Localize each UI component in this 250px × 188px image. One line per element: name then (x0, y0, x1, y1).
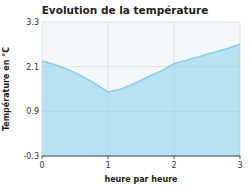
y-tick-label: -0.3 (23, 152, 39, 161)
y-axis: -0.3 0.9 2.1 3.3 (23, 18, 39, 161)
grid-line-y (42, 156, 240, 157)
y-tick-label: 3.3 (26, 18, 39, 27)
y-tick-label: 0.9 (26, 107, 39, 116)
x-axis: 0 1 2 3 (39, 156, 242, 170)
x-tick-label: 2 (171, 161, 176, 170)
y-tick-label: 2.1 (26, 63, 39, 72)
grid-line-y (42, 22, 240, 23)
x-axis-label: heure par heure (104, 175, 178, 184)
area (42, 44, 240, 156)
x-tick-label: 3 (237, 161, 242, 170)
x-tick-label: 0 (39, 161, 44, 170)
x-tick (42, 156, 43, 159)
x-tick (108, 156, 109, 159)
chart: 0 1 2 3 -0.3 0.9 2.1 3.3 heure par heure Températ… (0, 0, 250, 188)
x-tick (240, 156, 241, 159)
x-tick-label: 1 (105, 161, 110, 170)
title: Evolution de la température (42, 4, 209, 16)
x-tick (174, 156, 175, 159)
data-group (42, 44, 240, 156)
line (42, 44, 240, 92)
y-axis-label: Température en °C (1, 47, 11, 131)
grid (42, 22, 240, 156)
chart-container: 0 1 2 3 -0.3 0.9 2.1 3.3 heure par heure Températ… (0, 0, 250, 188)
plot-background (42, 22, 240, 156)
x-axis-line (42, 156, 240, 157)
